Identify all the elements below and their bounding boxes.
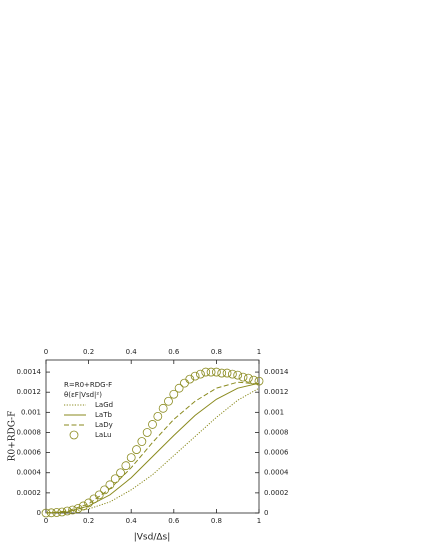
- data-point: [46, 508, 56, 518]
- data-point: [137, 437, 147, 446]
- data-point: [100, 485, 109, 495]
- data-point: [227, 369, 237, 379]
- series-line: [45, 387, 260, 514]
- y-tick-label: 0.0012: [17, 388, 42, 396]
- data-point: [148, 420, 157, 429]
- x-axis-label: |Vsd/Δs|: [134, 533, 171, 543]
- y-tick-label-right: 0.0004: [264, 469, 289, 477]
- y-tick-label: 0.0014: [17, 368, 42, 376]
- legend-marker: [69, 430, 79, 440]
- data-point: [78, 501, 88, 511]
- y-tick-label: 0.0006: [17, 449, 42, 457]
- data-point: [180, 378, 189, 388]
- x-tick-label: 0.6: [168, 517, 180, 525]
- y-tick-label-right: 0.0008: [264, 428, 289, 436]
- data-point: [142, 428, 152, 437]
- data-point: [116, 468, 125, 478]
- series-line: [45, 381, 260, 514]
- data-point: [238, 372, 248, 382]
- legend-label: LaTb: [95, 411, 112, 419]
- data-point: [105, 480, 115, 490]
- y-tick-label: 0.0004: [17, 469, 42, 477]
- data-point: [110, 474, 120, 484]
- data-point: [169, 389, 179, 399]
- y-tick-label-right: 0.001: [264, 408, 284, 416]
- y-tick-label: 0.001: [21, 408, 41, 416]
- legend-title: R=R0+RDG-F: [64, 381, 112, 389]
- data-point: [62, 506, 72, 516]
- data-point: [73, 504, 83, 513]
- data-point: [217, 368, 227, 378]
- y-tick-label-right: 0.0002: [264, 489, 289, 497]
- y-tick-label: 0: [37, 509, 41, 517]
- data-point: [174, 383, 184, 393]
- legend-label: LaDy: [95, 421, 113, 429]
- data-point: [57, 507, 67, 517]
- series-line: [45, 382, 260, 514]
- data-point: [211, 367, 221, 377]
- x-tick-label-top: 1: [257, 348, 261, 356]
- x-tick-label: 0: [44, 517, 48, 525]
- x-tick-label: 1: [257, 517, 261, 525]
- x-tick-label-top: 0.2: [83, 348, 94, 356]
- data-point: [68, 505, 78, 515]
- data-point: [158, 403, 168, 413]
- data-point: [121, 461, 131, 471]
- data-point: [126, 453, 136, 463]
- data-point: [206, 367, 216, 377]
- data-point: [190, 371, 200, 381]
- y-tick-label-right: 0.0006: [264, 449, 289, 457]
- data-point: [164, 396, 173, 406]
- y-tick-label-right: 0.0014: [264, 368, 289, 376]
- x-tick-label-top: 0: [44, 348, 48, 356]
- data-point: [233, 370, 243, 380]
- y-tick-label: 0.0002: [17, 489, 42, 497]
- y-axis-label: R0+RDG-F: [8, 411, 18, 462]
- data-point: [94, 490, 104, 500]
- data-point: [196, 369, 205, 379]
- data-point: [185, 374, 195, 384]
- data-point: [249, 375, 259, 385]
- x-tick-label-top: 0.6: [168, 348, 180, 356]
- data-point: [222, 368, 232, 378]
- legend-label: LaLu: [95, 431, 111, 439]
- data-point: [201, 367, 211, 377]
- data-point: [41, 508, 51, 518]
- data-point: [254, 376, 264, 386]
- y-tick-label-right: 0.0012: [264, 388, 289, 396]
- y-tick-label: 0.0008: [17, 428, 42, 436]
- x-tick-label-top: 0.8: [211, 348, 222, 356]
- legend-label: LaGd: [95, 401, 113, 409]
- data-point: [52, 508, 62, 517]
- x-tick-label: 0.8: [211, 517, 222, 525]
- data-point: [89, 494, 99, 504]
- data-point: [153, 411, 163, 421]
- data-point: [243, 373, 253, 383]
- plot-frame: [45, 359, 260, 514]
- y-tick-label-right: 0: [264, 509, 268, 517]
- x-tick-label-top: 0.4: [126, 348, 138, 356]
- data-point: [132, 445, 141, 454]
- legend-title: θ(εF|Vsd|²): [64, 391, 102, 399]
- x-tick-label: 0.2: [83, 517, 94, 525]
- x-tick-label: 0.4: [126, 517, 138, 525]
